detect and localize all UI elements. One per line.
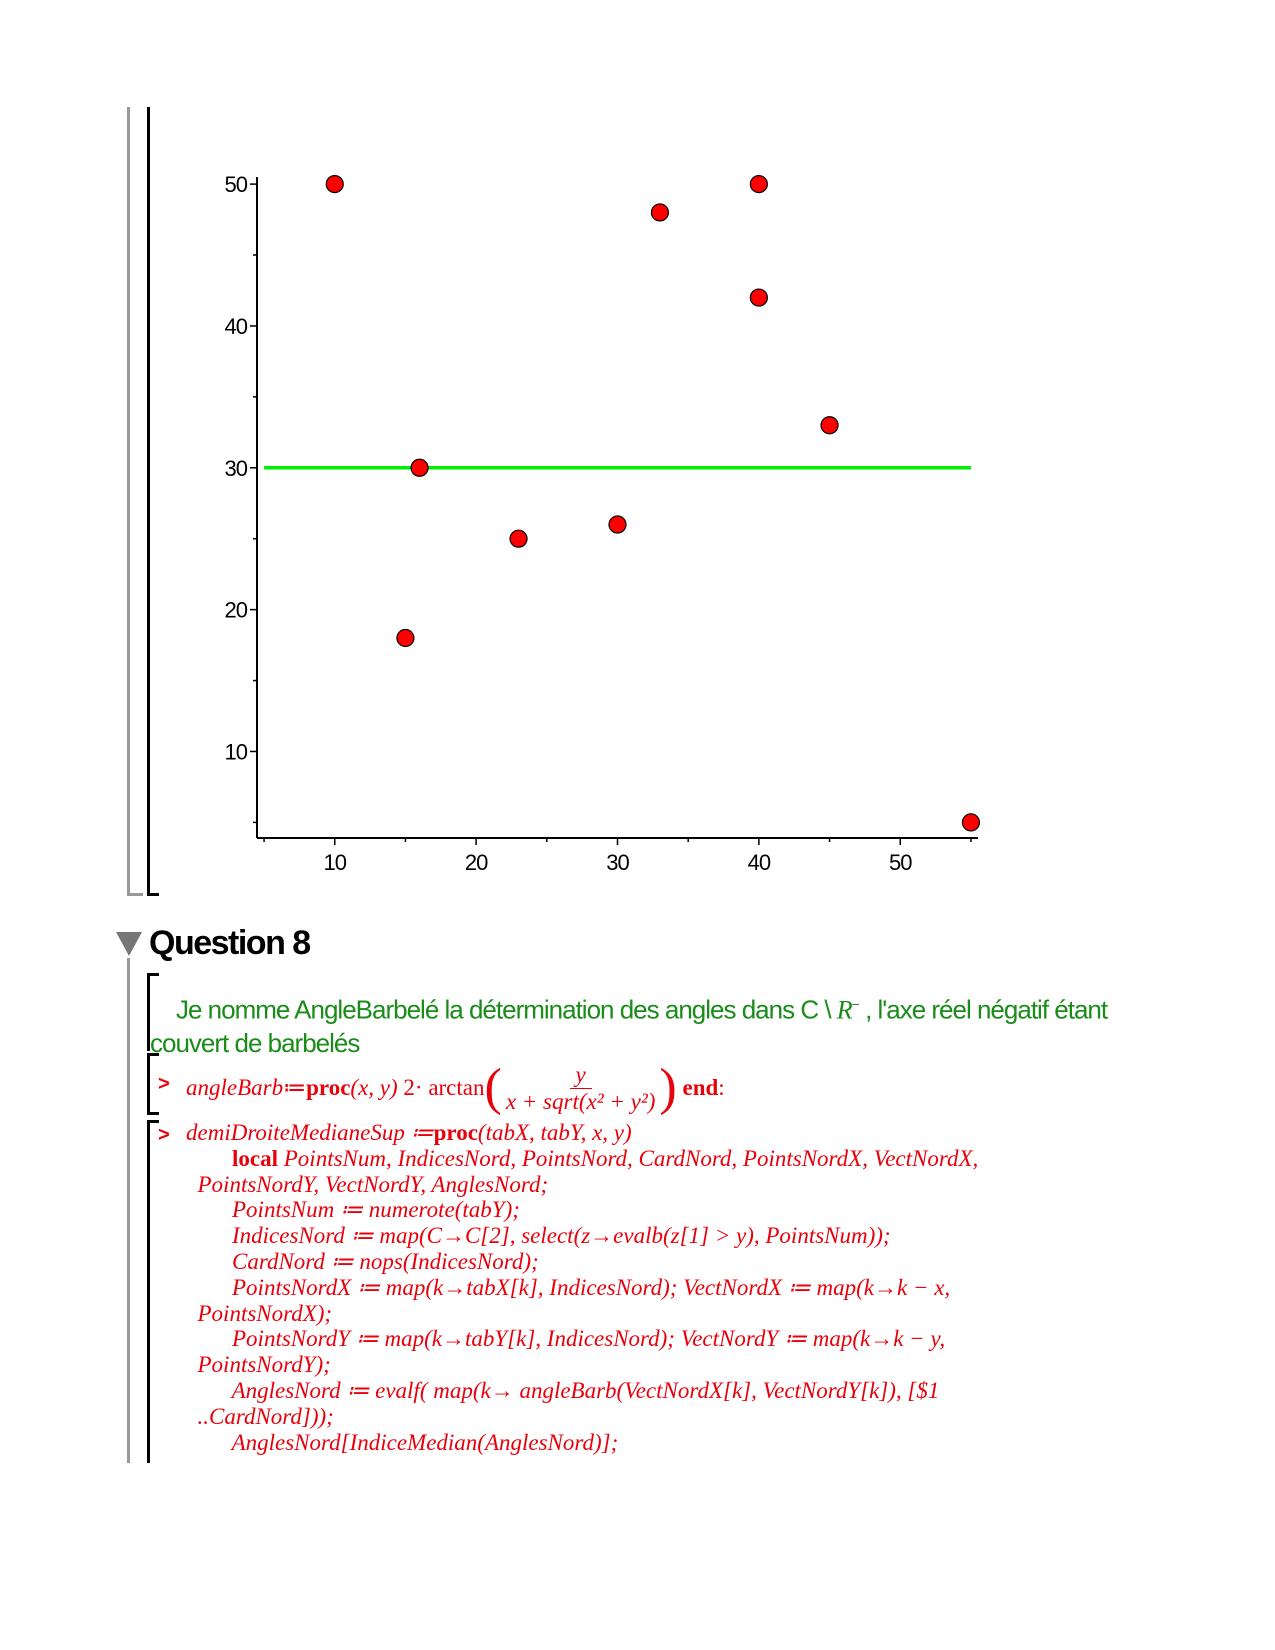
code-segment: AnglesNord ≔ evalf( map(k→ angleBarb(Vec… [186,1377,940,1403]
prompt-icon: > [158,1124,170,1146]
code-segment: PointsNum ≔ numerote(tabY); [186,1197,520,1223]
code-line: PointsNordY ≔ map(k→tabY[k], IndicesNord… [186,1326,978,1352]
collapse-triangle-icon[interactable] [116,932,142,956]
code-line: demiDroiteMedianeSup ≔proc(tabX, tabY, x… [186,1120,978,1146]
bracket-foot [147,1112,159,1115]
fraction-denominator: x + sqrt(x² + y²) [505,1088,656,1114]
data-point [509,529,528,548]
paragraph-text: Je nomme AngleBarbelé la détermination d… [176,994,837,1025]
code-segment: PointsNordY); [186,1352,331,1378]
group-bracket-foot [127,893,143,896]
code-segment: proc [433,1120,478,1145]
code-line: PointsNordY, VectNordY, AnglesNord; [186,1172,978,1198]
text-paragraph[interactable]: Je nomme AngleBarbelé la détermination d… [150,988,1110,1060]
input-bracket [147,1120,150,1463]
data-point [650,203,670,222]
code-line: PointsNordX); [186,1301,978,1327]
y-tick-label: 10 [225,739,248,764]
output-bracket [147,107,150,895]
code-line: CardNord ≔ nops(IndicesNord); [186,1249,978,1275]
y-tick-label: 30 [225,456,248,481]
code-keyword: proc [306,1075,351,1100]
code-keyword-end: end [682,1075,719,1100]
section-bracket [127,958,130,1463]
code-line: PointsNordY); [186,1352,978,1378]
code-line: local PointsNum, IndicesNord, PointsNord… [186,1146,978,1172]
paren-right: ) [659,1059,677,1116]
group-bracket[interactable] [127,107,130,895]
code-body: 2· arctan [403,1075,485,1100]
code-assign: ≔ [283,1075,307,1100]
paragraph-math-sup: − [851,996,860,1012]
code-identifier: angleBarb [186,1075,284,1100]
code-segment: AnglesNord[IndiceMedian(AnglesNord)]; [186,1429,619,1455]
y-tick-label: 20 [225,598,248,623]
x-tick-label: 40 [748,850,771,875]
fraction-numerator: y [569,1062,592,1089]
data-point [749,288,768,307]
code-segment: demiDroiteMedianeSup ≔ [186,1120,434,1145]
paragraph-math-R: R [836,995,853,1025]
code-line: PointsNordX ≔ map(k→tabX[k], IndicesNord… [186,1275,978,1301]
bracket-top [147,973,159,976]
code-line: PointsNum ≔ numerote(tabY); [186,1197,978,1223]
x-tick-label: 50 [889,850,912,875]
bracket-top [147,1120,159,1123]
code-segment: IndicesNord ≔ map(C→C[2], select(z→evalb… [186,1223,891,1249]
data-point [608,515,627,534]
code-line: AnglesNord[IndiceMedian(AnglesNord)]; [186,1430,978,1456]
code-segment: PointsNordY, VectNordY, AnglesNord; [186,1171,549,1197]
code-segment: PointsNordY ≔ map(k→tabY[k], IndicesNord… [186,1326,946,1352]
code-line: ..CardNord])); [186,1404,978,1430]
x-tick-label: 30 [606,850,629,875]
section-title: Question 8 [149,924,311,962]
code-segment: (tabX, tabY, x, y) [477,1120,632,1145]
data-point [325,174,344,194]
code-segment: ..CardNord])); [186,1403,334,1429]
paren-left: ( [484,1059,502,1116]
y-tick-label: 50 [225,172,248,197]
scatter-plot[interactable]: 10 20 30 40 50 10 20 30 40 50 [0,0,1275,900]
x-tick-label: 10 [324,850,347,875]
code-colon: : [718,1075,725,1100]
code-line: IndicesNord ≔ map(C→C[2], select(z→evalb… [186,1223,978,1249]
data-point [749,174,768,194]
data-point [410,458,429,477]
code-segment: PointsNordX ≔ map(k→tabX[k], IndicesNord… [186,1274,951,1300]
data-point [396,628,415,648]
code-line: AnglesNord ≔ evalf( map(k→ angleBarb(Vec… [186,1378,978,1404]
x-tick-label: 20 [465,850,488,875]
data-point [820,416,839,435]
procedure-input[interactable]: demiDroiteMedianeSup ≔proc(tabX, tabY, x… [186,1120,978,1455]
code-segment: CardNord ≔ nops(IndicesNord); [186,1248,539,1274]
output-bracket-foot [147,893,159,896]
anglebarb-input[interactable]: angleBarb ≔ proc (x, y) 2· arctan(y x + sqr… [186,1058,725,1118]
code-segment: local [232,1145,278,1171]
code-segment: PointsNordX); [186,1300,333,1326]
prompt-icon: > [158,1073,170,1095]
code-args: (x, y) [350,1075,398,1100]
input-bracket [147,1053,150,1115]
paragraph-text-end: , l'axe réel négatif étant couvert de ba… [150,994,1108,1058]
code-segment: PointsNum, IndicesNord, PointsNord, Card… [278,1145,979,1171]
bracket-top [147,1053,159,1056]
data-point [961,813,981,832]
code-segment [186,1146,232,1171]
text-bracket [147,973,150,1051]
y-tick-label: 40 [225,314,248,339]
